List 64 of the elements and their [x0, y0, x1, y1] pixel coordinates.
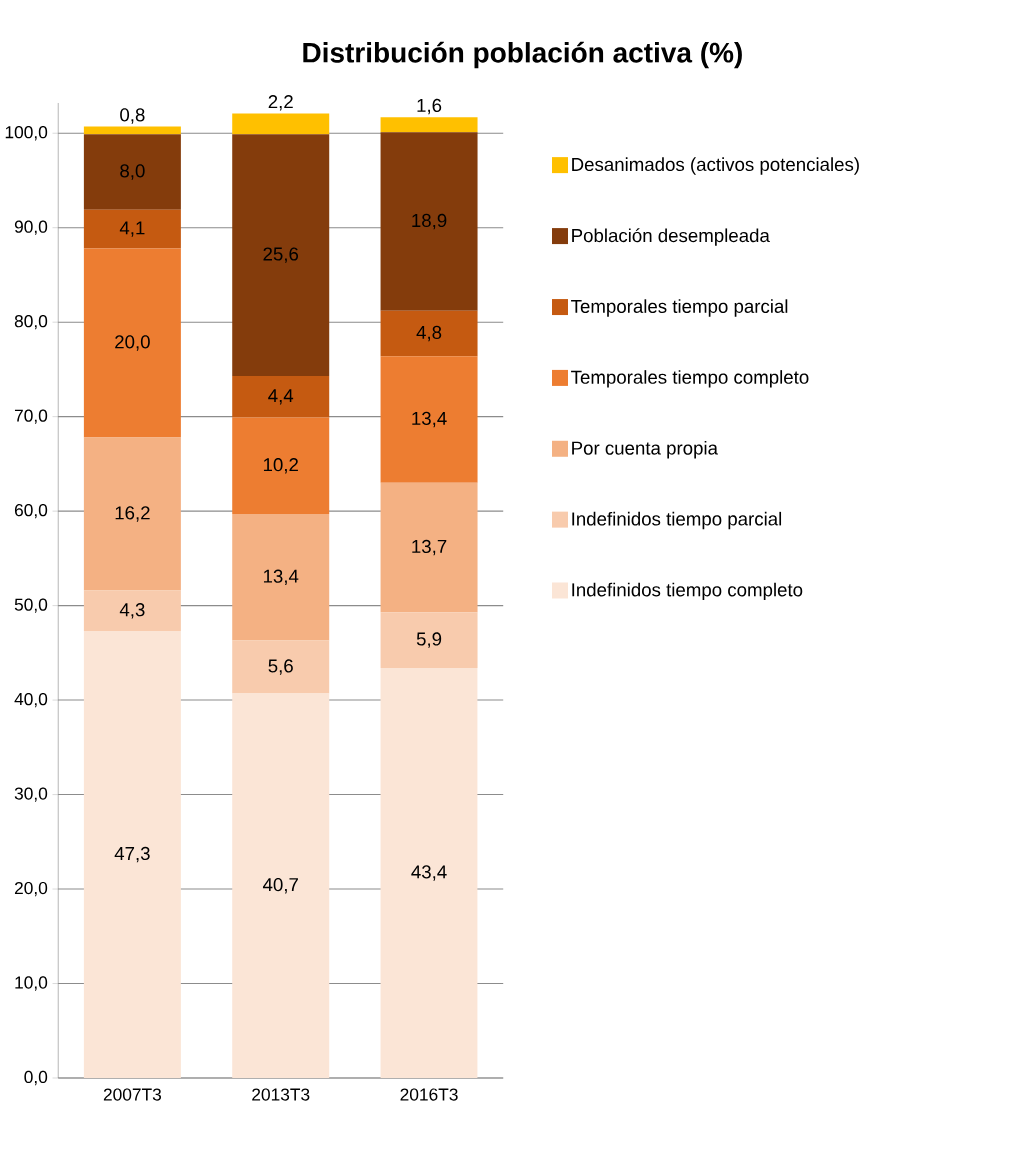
- bar: [83, 134, 181, 210]
- bar: [380, 310, 478, 357]
- x-tick-label: 2013T3: [252, 1088, 310, 1101]
- data-label: 40,7: [262, 878, 298, 894]
- data-label: 4,8: [416, 325, 442, 342]
- data-label: 13,4: [412, 411, 447, 428]
- y-tick-label: 60,0: [14, 503, 47, 519]
- bar: [232, 693, 330, 1078]
- legend-label: Población desempleada: [571, 228, 770, 246]
- bar: [83, 248, 181, 438]
- x-tick-label: 2007T3: [103, 1088, 161, 1101]
- bar: [232, 113, 330, 135]
- legend-label: Por cuenta propia: [571, 441, 718, 459]
- bar: [380, 356, 478, 483]
- data-label: 13,4: [263, 569, 299, 585]
- bar: [83, 631, 181, 1078]
- legend-label: Temporales tiempo parcial: [570, 299, 788, 317]
- bar: [83, 590, 181, 632]
- data-label: 0,8: [119, 108, 145, 124]
- bar: [232, 640, 330, 694]
- bar: [83, 126, 181, 135]
- data-label: 43,4: [411, 865, 447, 881]
- bar: [83, 437, 181, 591]
- bar: [380, 612, 478, 668]
- y-tick-label: 0,0: [24, 1070, 47, 1086]
- legend-label: Indefinidos tiempo parcial: [572, 511, 781, 530]
- data-label: 5,9: [416, 632, 441, 648]
- bar: [232, 376, 330, 418]
- data-label: 16,2: [115, 506, 150, 522]
- y-tick-label: 80,0: [14, 315, 47, 330]
- data-label: 10,2: [263, 458, 298, 474]
- legend-label: Desanimados (activos potenciales): [571, 157, 859, 175]
- data-label: 5,6: [268, 659, 293, 675]
- y-tick-label: 70,0: [14, 409, 47, 424]
- bar: [380, 482, 478, 613]
- bar: [232, 417, 330, 514]
- y-tick-label: 20,0: [14, 881, 47, 897]
- data-label: 2,2: [268, 95, 293, 111]
- data-label: 20,0: [114, 335, 150, 351]
- data-label: 18,9: [412, 213, 447, 230]
- data-label: 47,3: [114, 846, 150, 863]
- data-label: 4,4: [267, 389, 293, 405]
- data-label: 25,6: [263, 247, 298, 263]
- legend-label: Temporales tiempo completo: [570, 370, 809, 388]
- y-tick-label: 100,0: [5, 126, 47, 141]
- y-tick-label: 90,0: [14, 220, 47, 235]
- y-tick-label: 40,0: [14, 692, 47, 708]
- data-label: 8,0: [120, 164, 145, 180]
- legend-label: Indefinidos tiempo completo: [572, 582, 803, 601]
- bar: [232, 134, 330, 377]
- data-label: 4,3: [119, 603, 145, 619]
- y-tick-label: 10,0: [15, 976, 47, 991]
- bar: [380, 117, 478, 133]
- data-label: 1,6: [417, 98, 442, 115]
- bar: [380, 132, 478, 311]
- chart-title: Distribución población activa (%): [303, 41, 742, 69]
- bar: [83, 209, 181, 249]
- data-label: 4,1: [119, 221, 145, 237]
- x-tick-label: 2016T3: [400, 1088, 458, 1101]
- y-tick-label: 30,0: [14, 787, 47, 802]
- bar: [380, 667, 478, 1078]
- y-tick-label: 50,0: [14, 598, 47, 613]
- bar: [232, 513, 330, 641]
- data-label: 13,7: [412, 539, 447, 556]
